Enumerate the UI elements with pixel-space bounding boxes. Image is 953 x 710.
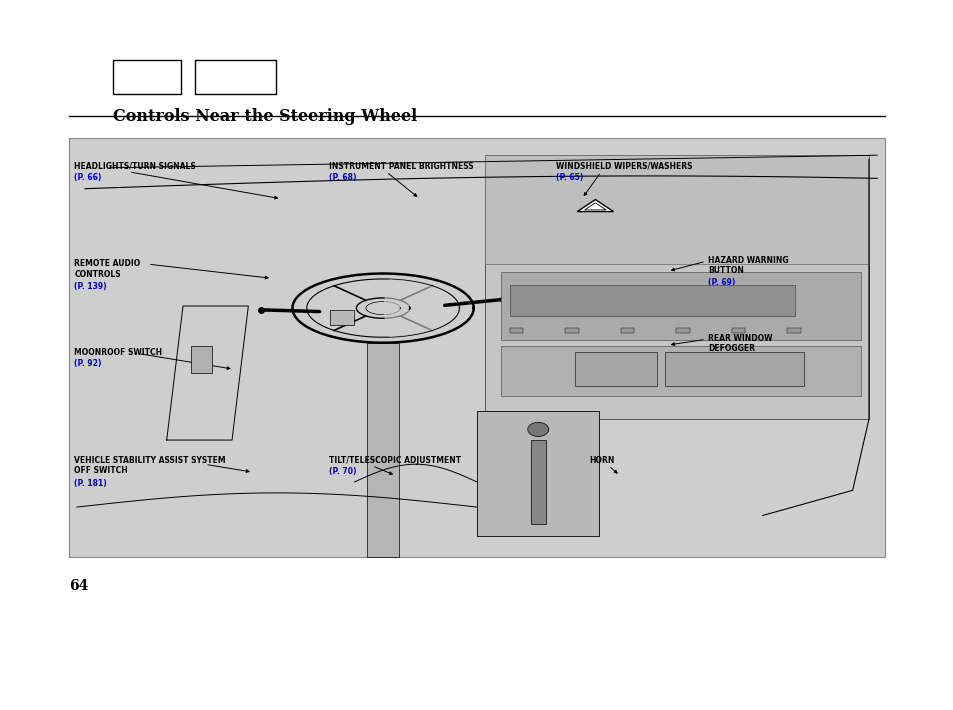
Text: CRUISE CONTROLS: CRUISE CONTROLS <box>707 294 787 303</box>
Bar <box>194 60 275 94</box>
Bar <box>509 285 795 317</box>
Bar <box>564 327 578 333</box>
Bar <box>575 352 656 386</box>
Ellipse shape <box>527 422 548 437</box>
Text: INSTRUMENT PANEL BRIGHTNESS: INSTRUMENT PANEL BRIGHTNESS <box>329 162 474 171</box>
Text: (P. 92): (P. 92) <box>74 359 102 368</box>
Text: 64: 64 <box>69 579 88 593</box>
Polygon shape <box>383 308 455 337</box>
Bar <box>620 327 634 333</box>
Bar <box>367 343 398 557</box>
Bar <box>509 327 522 333</box>
Bar <box>786 327 800 333</box>
Bar <box>676 327 689 333</box>
Text: (P. 181): (P. 181) <box>74 479 107 488</box>
Text: REMOTE AUDIO
CONTROLS: REMOTE AUDIO CONTROLS <box>74 259 140 278</box>
Text: TILT/TELESCOPIC ADJUSTMENT: TILT/TELESCOPIC ADJUSTMENT <box>329 456 460 465</box>
Text: (P. 69): (P. 69) <box>707 278 735 288</box>
Bar <box>191 346 212 373</box>
Bar <box>501 273 860 339</box>
Bar <box>501 346 860 396</box>
Text: (P. 143): (P. 143) <box>707 305 740 315</box>
Text: HORN: HORN <box>589 456 615 465</box>
Text: REAR WINDOW
DEFOGGER: REAR WINDOW DEFOGGER <box>707 334 772 353</box>
Bar <box>731 327 744 333</box>
Text: (P. 70): (P. 70) <box>329 467 356 476</box>
Bar <box>69 138 884 557</box>
Text: WINDSHIELD WIPERS/WASHERS: WINDSHIELD WIPERS/WASHERS <box>556 162 692 171</box>
Polygon shape <box>383 280 455 308</box>
Polygon shape <box>577 200 613 212</box>
Bar <box>330 310 354 325</box>
Bar <box>530 440 545 524</box>
Bar <box>112 60 181 94</box>
Bar <box>485 155 868 264</box>
Text: (P. 65): (P. 65) <box>556 173 583 182</box>
Text: HAZARD WARNING
BUTTON: HAZARD WARNING BUTTON <box>707 256 788 275</box>
Text: VEHICLE STABILITY ASSIST SYSTEM
OFF SWITCH: VEHICLE STABILITY ASSIST SYSTEM OFF SWIT… <box>74 456 226 475</box>
Text: HEADLIGHTS/TURN SIGNALS: HEADLIGHTS/TURN SIGNALS <box>74 162 196 171</box>
Text: Controls Near the Steering Wheel: Controls Near the Steering Wheel <box>112 108 416 125</box>
Bar <box>476 410 598 537</box>
Bar <box>485 155 868 419</box>
Text: (P. 66): (P. 66) <box>74 173 102 182</box>
Text: (P. 68): (P. 68) <box>329 173 356 182</box>
Text: MOONROOF SWITCH: MOONROOF SWITCH <box>74 348 162 357</box>
Bar <box>664 352 802 386</box>
Text: (P. 139): (P. 139) <box>74 282 107 291</box>
Text: (P. 69): (P. 69) <box>707 356 735 366</box>
